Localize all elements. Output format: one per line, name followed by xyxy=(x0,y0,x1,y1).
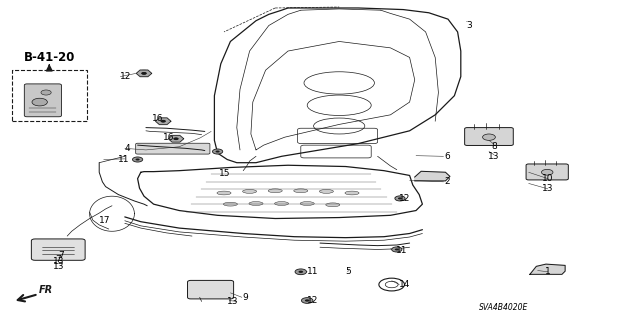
Text: 1: 1 xyxy=(545,267,550,276)
Text: 2: 2 xyxy=(445,177,451,186)
Circle shape xyxy=(161,120,166,122)
Text: 4: 4 xyxy=(125,144,131,153)
Circle shape xyxy=(41,90,51,95)
FancyBboxPatch shape xyxy=(24,84,61,117)
Text: 13: 13 xyxy=(52,262,64,271)
Circle shape xyxy=(395,196,405,201)
Text: SVA4B4020E: SVA4B4020E xyxy=(479,303,528,312)
Text: 7: 7 xyxy=(58,251,63,260)
Text: 12: 12 xyxy=(120,72,132,81)
Ellipse shape xyxy=(249,202,263,205)
Circle shape xyxy=(158,119,168,124)
Text: 7: 7 xyxy=(56,255,61,264)
Circle shape xyxy=(541,169,553,175)
Text: 13: 13 xyxy=(53,257,65,266)
Ellipse shape xyxy=(300,202,314,205)
Text: 16: 16 xyxy=(163,133,175,142)
Text: 13: 13 xyxy=(542,184,554,193)
Circle shape xyxy=(395,249,399,250)
Text: 11: 11 xyxy=(307,267,319,276)
Circle shape xyxy=(392,247,402,252)
FancyBboxPatch shape xyxy=(465,128,513,145)
Text: 14: 14 xyxy=(399,280,411,289)
Text: 15: 15 xyxy=(219,169,230,178)
Text: FR: FR xyxy=(38,285,52,295)
Text: 8: 8 xyxy=(492,142,497,151)
Circle shape xyxy=(483,134,495,140)
Circle shape xyxy=(32,98,47,106)
Text: 5: 5 xyxy=(346,267,351,276)
Ellipse shape xyxy=(275,202,289,205)
FancyBboxPatch shape xyxy=(526,164,568,180)
Circle shape xyxy=(138,70,150,77)
FancyBboxPatch shape xyxy=(188,280,234,299)
Ellipse shape xyxy=(326,203,340,207)
Text: 17: 17 xyxy=(99,216,111,225)
Ellipse shape xyxy=(319,189,333,193)
Text: 11: 11 xyxy=(118,155,130,164)
Text: 13: 13 xyxy=(227,297,238,306)
Text: B-41-20: B-41-20 xyxy=(24,51,76,64)
Circle shape xyxy=(141,72,147,75)
FancyBboxPatch shape xyxy=(136,143,210,154)
Text: 12: 12 xyxy=(399,194,410,203)
Text: 12: 12 xyxy=(307,296,319,305)
Circle shape xyxy=(136,159,140,160)
Polygon shape xyxy=(530,264,565,274)
Ellipse shape xyxy=(223,202,237,206)
Ellipse shape xyxy=(294,189,308,193)
Polygon shape xyxy=(136,70,152,77)
Polygon shape xyxy=(156,118,171,124)
Circle shape xyxy=(132,157,143,162)
Text: 13: 13 xyxy=(488,152,500,161)
Text: 11: 11 xyxy=(396,246,407,255)
Ellipse shape xyxy=(243,189,257,193)
Polygon shape xyxy=(415,171,450,181)
Circle shape xyxy=(173,137,179,140)
Ellipse shape xyxy=(217,191,231,195)
Circle shape xyxy=(174,138,178,140)
Circle shape xyxy=(398,197,402,199)
Circle shape xyxy=(301,298,313,303)
Circle shape xyxy=(216,151,220,152)
Circle shape xyxy=(161,120,165,122)
Circle shape xyxy=(305,299,310,302)
Circle shape xyxy=(141,72,147,75)
Circle shape xyxy=(171,136,181,141)
FancyBboxPatch shape xyxy=(31,239,85,260)
Circle shape xyxy=(298,271,303,273)
Text: 16: 16 xyxy=(152,114,164,122)
Polygon shape xyxy=(168,136,184,142)
Text: 9: 9 xyxy=(242,293,248,302)
Circle shape xyxy=(212,149,223,154)
Text: 10: 10 xyxy=(542,174,554,183)
Ellipse shape xyxy=(268,189,282,193)
Circle shape xyxy=(295,269,307,275)
Text: 3: 3 xyxy=(466,21,472,30)
Text: 6: 6 xyxy=(445,152,451,161)
Ellipse shape xyxy=(345,191,359,195)
